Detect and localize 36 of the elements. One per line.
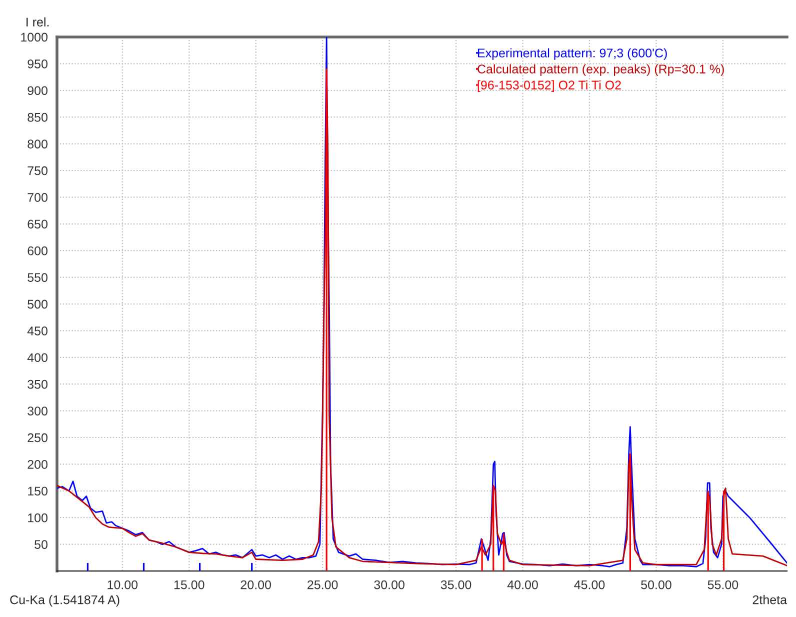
y-tick-label: 450 [27,326,48,336]
x-tick-label: 35.00 [440,580,472,590]
y-tick-label: 900 [28,86,48,96]
y-tick-label: 1000 [21,32,48,42]
y-tick-label: 850 [28,112,48,122]
y-tick-label: 150 [28,486,48,496]
y-tick-label: 700 [28,193,48,202]
y-tick-label: 500 [28,300,48,309]
y-tick-label: 250 [28,433,48,442]
x-tick-label: 40.00 [507,580,538,590]
y-axis-title: I rel. [26,17,49,27]
x-tick-label: 50.00 [641,580,672,590]
y-tick-label: 550 [28,273,48,282]
y-tick-label: 950 [28,60,48,68]
x-tick-label: 55.00 [708,580,738,590]
y-tick-label: 400 [27,353,48,362]
legend-label: Calculated pattern (exp. peaks) (Rp=30.1 %) [478,64,724,76]
y-tick-label: 50 [34,540,48,549]
x-tick-label: 45.00 [574,580,605,590]
y-tick-label: 100 [28,513,48,522]
y-tick-label: 650 [28,220,48,229]
y-tick-label: 350 [28,380,48,389]
y-tick-label: 300 [28,406,48,416]
y-tick-label: 800 [28,140,48,148]
x-tick-label: 25.00 [308,580,338,590]
y-tick-label: 750 [28,166,48,176]
legend-label: [96-153-0152] O2 Ti Ti O2 [478,80,621,92]
x-tick-label: 30.00 [374,580,404,590]
x-axis-title: 2theta [752,595,788,604]
x-tick-label: 15.00 [174,580,204,590]
legend-label: Experimental pattern: 97;3 (600'C) [478,48,667,60]
y-tick-label: 200 [28,460,48,469]
y-tick-label: 600 [28,246,48,256]
text: Cu-Ka (1.541874 A) [10,595,120,607]
x-tick-label: 10.00 [108,580,138,590]
x-tick-label: 20.00 [240,580,271,590]
